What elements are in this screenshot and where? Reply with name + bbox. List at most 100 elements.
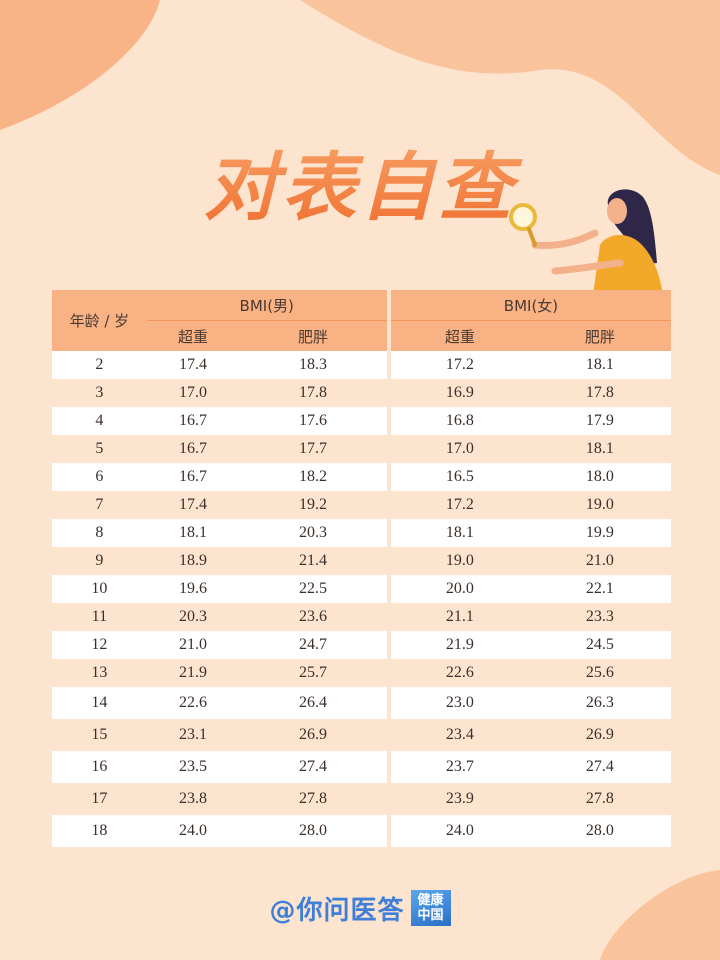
column-divider [386, 491, 391, 519]
cell-male-obese: 23.6 [239, 603, 387, 631]
cell-age: 17 [52, 783, 147, 815]
age-header: 年龄 / 岁 [52, 290, 147, 351]
cell-female-obese: 19.9 [528, 519, 671, 547]
table-row: 4 16.7 17.6 16.8 17.9 [52, 407, 671, 435]
cell-age: 3 [52, 379, 147, 407]
cell-male-overweight: 17.4 [146, 491, 240, 519]
cell-age: 12 [52, 631, 147, 659]
cell-male-overweight: 23.8 [146, 783, 240, 815]
cell-female-overweight: 23.0 [390, 687, 529, 719]
column-divider [386, 687, 391, 719]
column-divider [386, 719, 391, 751]
cell-female-overweight: 23.9 [390, 783, 529, 815]
table-row: 16 23.5 27.4 23.7 27.4 [52, 751, 671, 783]
cell-female-obese: 18.0 [528, 463, 671, 491]
cell-female-obese: 22.1 [528, 575, 671, 603]
table-row: 8 18.1 20.3 18.1 19.9 [52, 519, 671, 547]
cell-female-obese: 24.5 [528, 631, 671, 659]
column-divider [386, 519, 391, 547]
male-obese-header: 肥胖 [239, 320, 387, 351]
cell-age: 4 [52, 407, 147, 435]
cell-male-overweight: 23.1 [146, 719, 240, 751]
column-divider [386, 463, 391, 491]
cell-female-obese: 25.6 [528, 659, 671, 687]
cell-male-obese: 17.6 [239, 407, 387, 435]
table-row: 6 16.7 18.2 16.5 18.0 [52, 463, 671, 491]
cell-female-overweight: 17.2 [390, 351, 529, 379]
page-title: 对表自查 [0, 128, 720, 235]
bmi-table-container: 年龄 / 岁 BMI(男) BMI(女) 超重 肥胖 超重 肥胖 2 17.4 18… [52, 290, 671, 847]
table-row: 7 17.4 19.2 17.2 19.0 [52, 491, 671, 519]
cell-male-overweight: 19.6 [146, 575, 240, 603]
cell-male-obese: 22.5 [239, 575, 387, 603]
cell-female-overweight: 22.6 [390, 659, 529, 687]
cell-female-obese: 21.0 [528, 547, 671, 575]
cell-male-overweight: 24.0 [146, 815, 240, 847]
cell-female-obese: 27.4 [528, 751, 671, 783]
cell-female-obese: 18.1 [528, 435, 671, 463]
column-divider [386, 435, 391, 463]
cell-female-overweight: 17.0 [390, 435, 529, 463]
cell-male-overweight: 17.4 [146, 351, 240, 379]
column-divider [386, 290, 391, 351]
column-divider [386, 751, 391, 783]
cell-female-overweight: 19.0 [390, 547, 529, 575]
cell-female-obese: 18.1 [528, 351, 671, 379]
cell-age: 14 [52, 687, 147, 719]
cell-age: 18 [52, 815, 147, 847]
table-row: 2 17.4 18.3 17.2 18.1 [52, 351, 671, 379]
cell-male-overweight: 21.0 [146, 631, 240, 659]
cell-male-overweight: 16.7 [146, 463, 240, 491]
table-row: 13 21.9 25.7 22.6 25.6 [52, 659, 671, 687]
male-overweight-header: 超重 [146, 320, 240, 351]
cell-female-overweight: 23.4 [390, 719, 529, 751]
column-divider [386, 815, 391, 847]
cell-age: 7 [52, 491, 147, 519]
table-row: 18 24.0 28.0 24.0 28.0 [52, 815, 671, 847]
table-row: 11 20.3 23.6 21.1 23.3 [52, 603, 671, 631]
cell-age: 6 [52, 463, 147, 491]
female-obese-header: 肥胖 [528, 320, 671, 351]
cell-male-obese: 19.2 [239, 491, 387, 519]
cell-male-obese: 28.0 [239, 815, 387, 847]
cell-female-obese: 28.0 [528, 815, 671, 847]
cell-male-obese: 26.9 [239, 719, 387, 751]
male-group-header: BMI(男) [146, 290, 387, 321]
woman-magnifier-illustration [509, 189, 663, 295]
table-row: 17 23.8 27.8 23.9 27.8 [52, 783, 671, 815]
cell-female-overweight: 24.0 [390, 815, 529, 847]
cell-female-obese: 23.3 [528, 603, 671, 631]
cell-male-overweight: 21.9 [146, 659, 240, 687]
cell-female-obese: 26.9 [528, 719, 671, 751]
cell-female-obese: 19.0 [528, 491, 671, 519]
cell-female-overweight: 16.9 [390, 379, 529, 407]
cell-male-overweight: 22.6 [146, 687, 240, 719]
cell-female-overweight: 16.5 [390, 463, 529, 491]
logo-line-1: 健康 [417, 893, 444, 908]
female-overweight-header: 超重 [390, 320, 529, 351]
cell-female-obese: 26.3 [528, 687, 671, 719]
cell-male-obese: 18.2 [239, 463, 387, 491]
column-divider [386, 659, 391, 687]
column-divider [386, 631, 391, 659]
cell-male-obese: 26.4 [239, 687, 387, 719]
cell-male-overweight: 20.3 [146, 603, 240, 631]
table-row: 14 22.6 26.4 23.0 26.3 [52, 687, 671, 719]
health-china-logo: 健康 中国 [410, 890, 451, 926]
table-row: 3 17.0 17.8 16.9 17.8 [52, 379, 671, 407]
cell-female-obese: 27.8 [528, 783, 671, 815]
cell-female-overweight: 21.1 [390, 603, 529, 631]
cell-male-obese: 24.7 [239, 631, 387, 659]
cell-male-overweight: 17.0 [146, 379, 240, 407]
cell-age: 11 [52, 603, 147, 631]
column-divider [386, 547, 391, 575]
cell-male-overweight: 23.5 [146, 751, 240, 783]
female-group-header: BMI(女) [390, 290, 671, 321]
column-divider [386, 603, 391, 631]
cell-age: 15 [52, 719, 147, 751]
cell-age: 5 [52, 435, 147, 463]
cell-female-overweight: 21.9 [390, 631, 529, 659]
cell-male-obese: 27.4 [239, 751, 387, 783]
cell-male-obese: 27.8 [239, 783, 387, 815]
